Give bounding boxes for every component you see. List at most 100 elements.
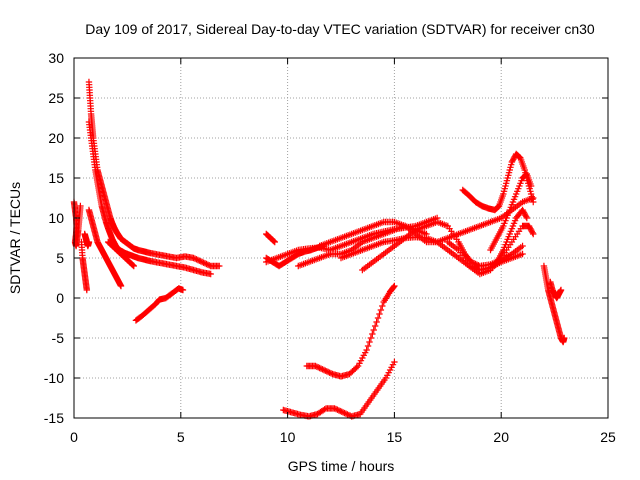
data-point [345,411,353,419]
tick-labels: 0 5 10 15 20 25 -15 -10 -5 0 5 10 15 20 25 30 [44,50,616,445]
data-point [270,237,277,244]
data-point [523,214,531,222]
data-point [130,262,138,270]
data-point [370,326,377,334]
data-point [197,258,204,265]
data-point [270,238,278,245]
x-tick-label: 20 [493,429,509,445]
series-arc-16 [444,222,537,278]
y-tick-label: -10 [44,370,64,386]
data-point [530,198,537,206]
data-point [530,230,537,238]
data-point [129,262,137,269]
data-point [117,282,125,290]
data-point [321,406,328,413]
data-point [319,366,326,373]
data-point [191,255,199,262]
data-point [522,171,530,178]
y-tick-label: 15 [48,170,64,186]
y-tick-label: 25 [48,90,64,106]
data-point [561,334,568,342]
data-point [557,286,565,294]
data-point [83,286,91,294]
data-point [337,407,344,415]
data-point [353,364,360,371]
series-arc-19 [493,206,531,266]
data-point [324,368,332,376]
data-point [201,260,209,267]
data-point [204,261,212,268]
data-point [391,282,398,290]
y-tick-label: 30 [48,50,64,66]
data-point [390,283,397,291]
data-point [522,213,530,220]
data-point [371,322,379,330]
data-point [129,261,136,268]
data-point [332,405,340,413]
data-point [342,410,350,417]
y-tick-label: -5 [52,330,65,346]
data-point [341,409,348,417]
data-point [198,258,206,266]
data-point [193,256,200,263]
data-point [515,153,523,160]
y-tick-label: 20 [48,130,64,146]
x-tick-label: 25 [600,429,616,445]
plot-frame [73,57,609,419]
data-point [373,318,380,326]
chart-title: Day 109 of 2017, Sidereal Day-to-day VTE… [85,21,595,37]
data-point [367,334,375,342]
data-point [473,261,481,268]
data-series [70,78,568,420]
data-point [179,286,187,294]
x-tick-label: 5 [177,429,185,445]
x-tick-label: 10 [280,429,296,445]
y-axis-label: SDTVAR / TECUs [7,182,23,294]
y-tick-label: -15 [44,410,64,426]
data-point [519,250,526,258]
data-point [320,366,328,374]
series-arc-18 [487,170,535,254]
data-point [271,238,278,246]
data-point [366,338,373,346]
data-point [344,411,351,418]
data-point [364,342,372,350]
data-point [338,408,345,415]
series-arc-9 [263,230,278,246]
data-point [326,369,333,376]
data-point [196,257,203,264]
data-point [374,314,382,322]
series-arc-7 [104,238,138,270]
data-point [369,330,376,338]
data-point [216,262,223,270]
series-arc-23 [280,358,398,420]
data-point [391,358,398,366]
data-point [335,407,343,414]
data-point [379,302,386,310]
data-point [327,370,335,377]
data-point [194,256,202,264]
series-arc-21 [547,278,565,302]
series-arc-20 [540,262,568,346]
x-tick-label: 15 [387,429,403,445]
data-point [316,364,323,372]
series-arc-22 [303,282,398,380]
series-arc-2 [78,238,91,294]
series-arc-6 [85,206,125,290]
data-point [77,202,84,210]
data-point [85,238,93,246]
data-point [470,260,478,267]
data-point [527,182,535,190]
series-arc-15 [359,218,526,274]
data-point [323,368,330,375]
data-point [529,229,536,236]
data-point [519,242,526,250]
y-tick-label: 10 [48,210,64,226]
data-point [312,362,319,370]
y-tick-label: 0 [56,290,64,306]
data-point [190,254,197,262]
data-point [472,260,479,268]
data-point [331,405,338,412]
